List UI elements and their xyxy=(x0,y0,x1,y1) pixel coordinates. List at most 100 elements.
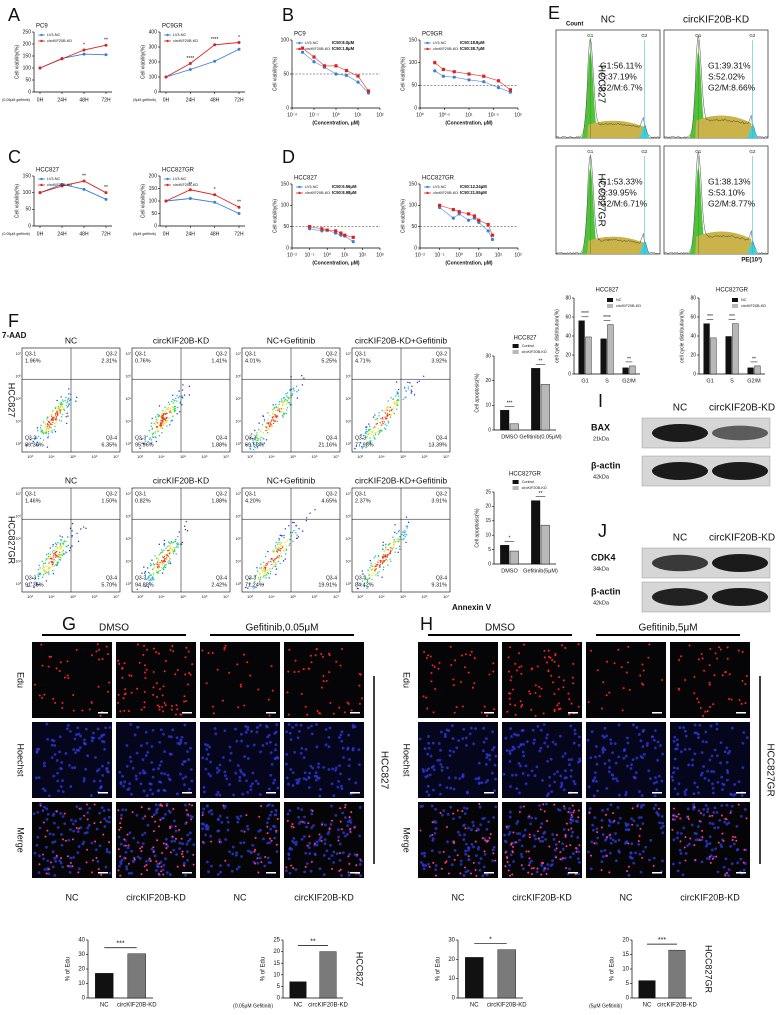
nucleus xyxy=(53,873,57,877)
event-dot xyxy=(68,388,70,390)
nucleus xyxy=(303,870,307,874)
nucleus xyxy=(323,838,327,842)
nucleus xyxy=(676,792,680,796)
edu-cell xyxy=(90,871,93,874)
event-dot xyxy=(369,428,371,430)
event-dot xyxy=(162,424,165,427)
nucleus xyxy=(634,771,638,775)
edu-cell xyxy=(50,655,53,658)
edu-cell xyxy=(98,648,101,651)
significance: ** xyxy=(104,38,108,44)
edu-cell xyxy=(353,826,356,829)
edu-cell xyxy=(474,840,477,843)
nucleus xyxy=(641,730,645,733)
event-dot xyxy=(163,423,165,425)
edu-cell xyxy=(223,648,226,651)
nucleus xyxy=(728,749,732,753)
x-tick-label: S xyxy=(730,378,734,384)
edu-cell xyxy=(565,845,568,848)
event-dot xyxy=(157,565,159,568)
edu-cell xyxy=(478,803,481,806)
edu-cell xyxy=(438,661,441,664)
nucleus xyxy=(141,833,144,837)
nucleus xyxy=(43,867,47,871)
nucleus xyxy=(720,804,724,807)
event-dot xyxy=(386,413,389,415)
quadrant-name: Q3-3 xyxy=(25,435,36,441)
edu-cell xyxy=(613,819,616,822)
y-tick-label: 15 xyxy=(622,952,629,958)
edu-cell xyxy=(714,652,717,655)
nucleus xyxy=(273,836,277,840)
nucleus xyxy=(573,782,577,786)
event-dot xyxy=(60,396,62,398)
edu-cell xyxy=(169,649,172,652)
nucleus xyxy=(707,779,711,782)
nucleus xyxy=(617,723,621,727)
event-dot xyxy=(275,557,278,559)
event-dot xyxy=(266,429,269,432)
edu-cell xyxy=(350,811,353,814)
nucleus xyxy=(431,741,435,745)
legend-label: LV3-NC xyxy=(305,185,318,189)
event-dot xyxy=(54,553,56,556)
edu-cell xyxy=(133,858,136,861)
event-dot xyxy=(34,577,37,580)
event-dot xyxy=(158,566,160,568)
band-size: 42kDa xyxy=(593,600,610,606)
edu-cell xyxy=(127,844,130,847)
nucleus xyxy=(422,867,426,871)
nucleus xyxy=(605,787,609,790)
nucleus xyxy=(51,850,55,854)
edu-cell xyxy=(117,701,120,704)
edu-cell xyxy=(715,855,718,858)
nucleus xyxy=(676,743,680,746)
event-dot xyxy=(279,534,281,536)
nucleus xyxy=(340,873,343,877)
nucleus xyxy=(149,782,153,786)
nucleus xyxy=(661,859,664,863)
nucleus xyxy=(487,820,491,824)
nucleus xyxy=(275,723,279,727)
edu-cell xyxy=(711,814,714,817)
data-point xyxy=(486,229,490,233)
edu-cell xyxy=(543,810,546,813)
nucleus xyxy=(653,729,657,732)
nucleus xyxy=(218,814,222,818)
nucleus xyxy=(478,868,482,872)
y-tick-label: 0 xyxy=(414,105,417,111)
quadrant-name: Q3-1 xyxy=(245,491,256,497)
edu-cell xyxy=(562,857,565,860)
edu-cell xyxy=(423,650,426,653)
nucleus xyxy=(695,832,698,836)
nucleus xyxy=(481,749,485,753)
event-dot xyxy=(397,538,399,540)
nucleus xyxy=(573,732,577,736)
edu-cell xyxy=(600,826,603,829)
event-dot xyxy=(164,419,167,422)
event-dot xyxy=(44,422,46,424)
event-dot xyxy=(161,549,163,551)
nucleus xyxy=(130,792,133,796)
event-dot xyxy=(422,375,425,377)
event-dot xyxy=(375,568,377,570)
nucleus xyxy=(289,768,293,771)
nucleus xyxy=(715,727,719,731)
nucleus xyxy=(546,867,550,871)
nucleus xyxy=(631,723,635,727)
event-dot xyxy=(173,406,175,409)
nucleus xyxy=(463,833,466,837)
event-dot xyxy=(168,557,171,559)
nucleus xyxy=(593,776,597,780)
nucleus xyxy=(661,824,665,828)
nucleus xyxy=(678,726,682,730)
nucleus xyxy=(298,777,301,781)
bar xyxy=(622,367,629,375)
legend-marker xyxy=(298,47,301,51)
nucleus xyxy=(661,821,665,825)
nucleus xyxy=(144,754,148,757)
y-tick-label: 250 xyxy=(23,29,32,35)
micrograph xyxy=(32,722,112,798)
y-tick-label: 10 xyxy=(448,976,455,982)
fit-line xyxy=(302,47,369,92)
